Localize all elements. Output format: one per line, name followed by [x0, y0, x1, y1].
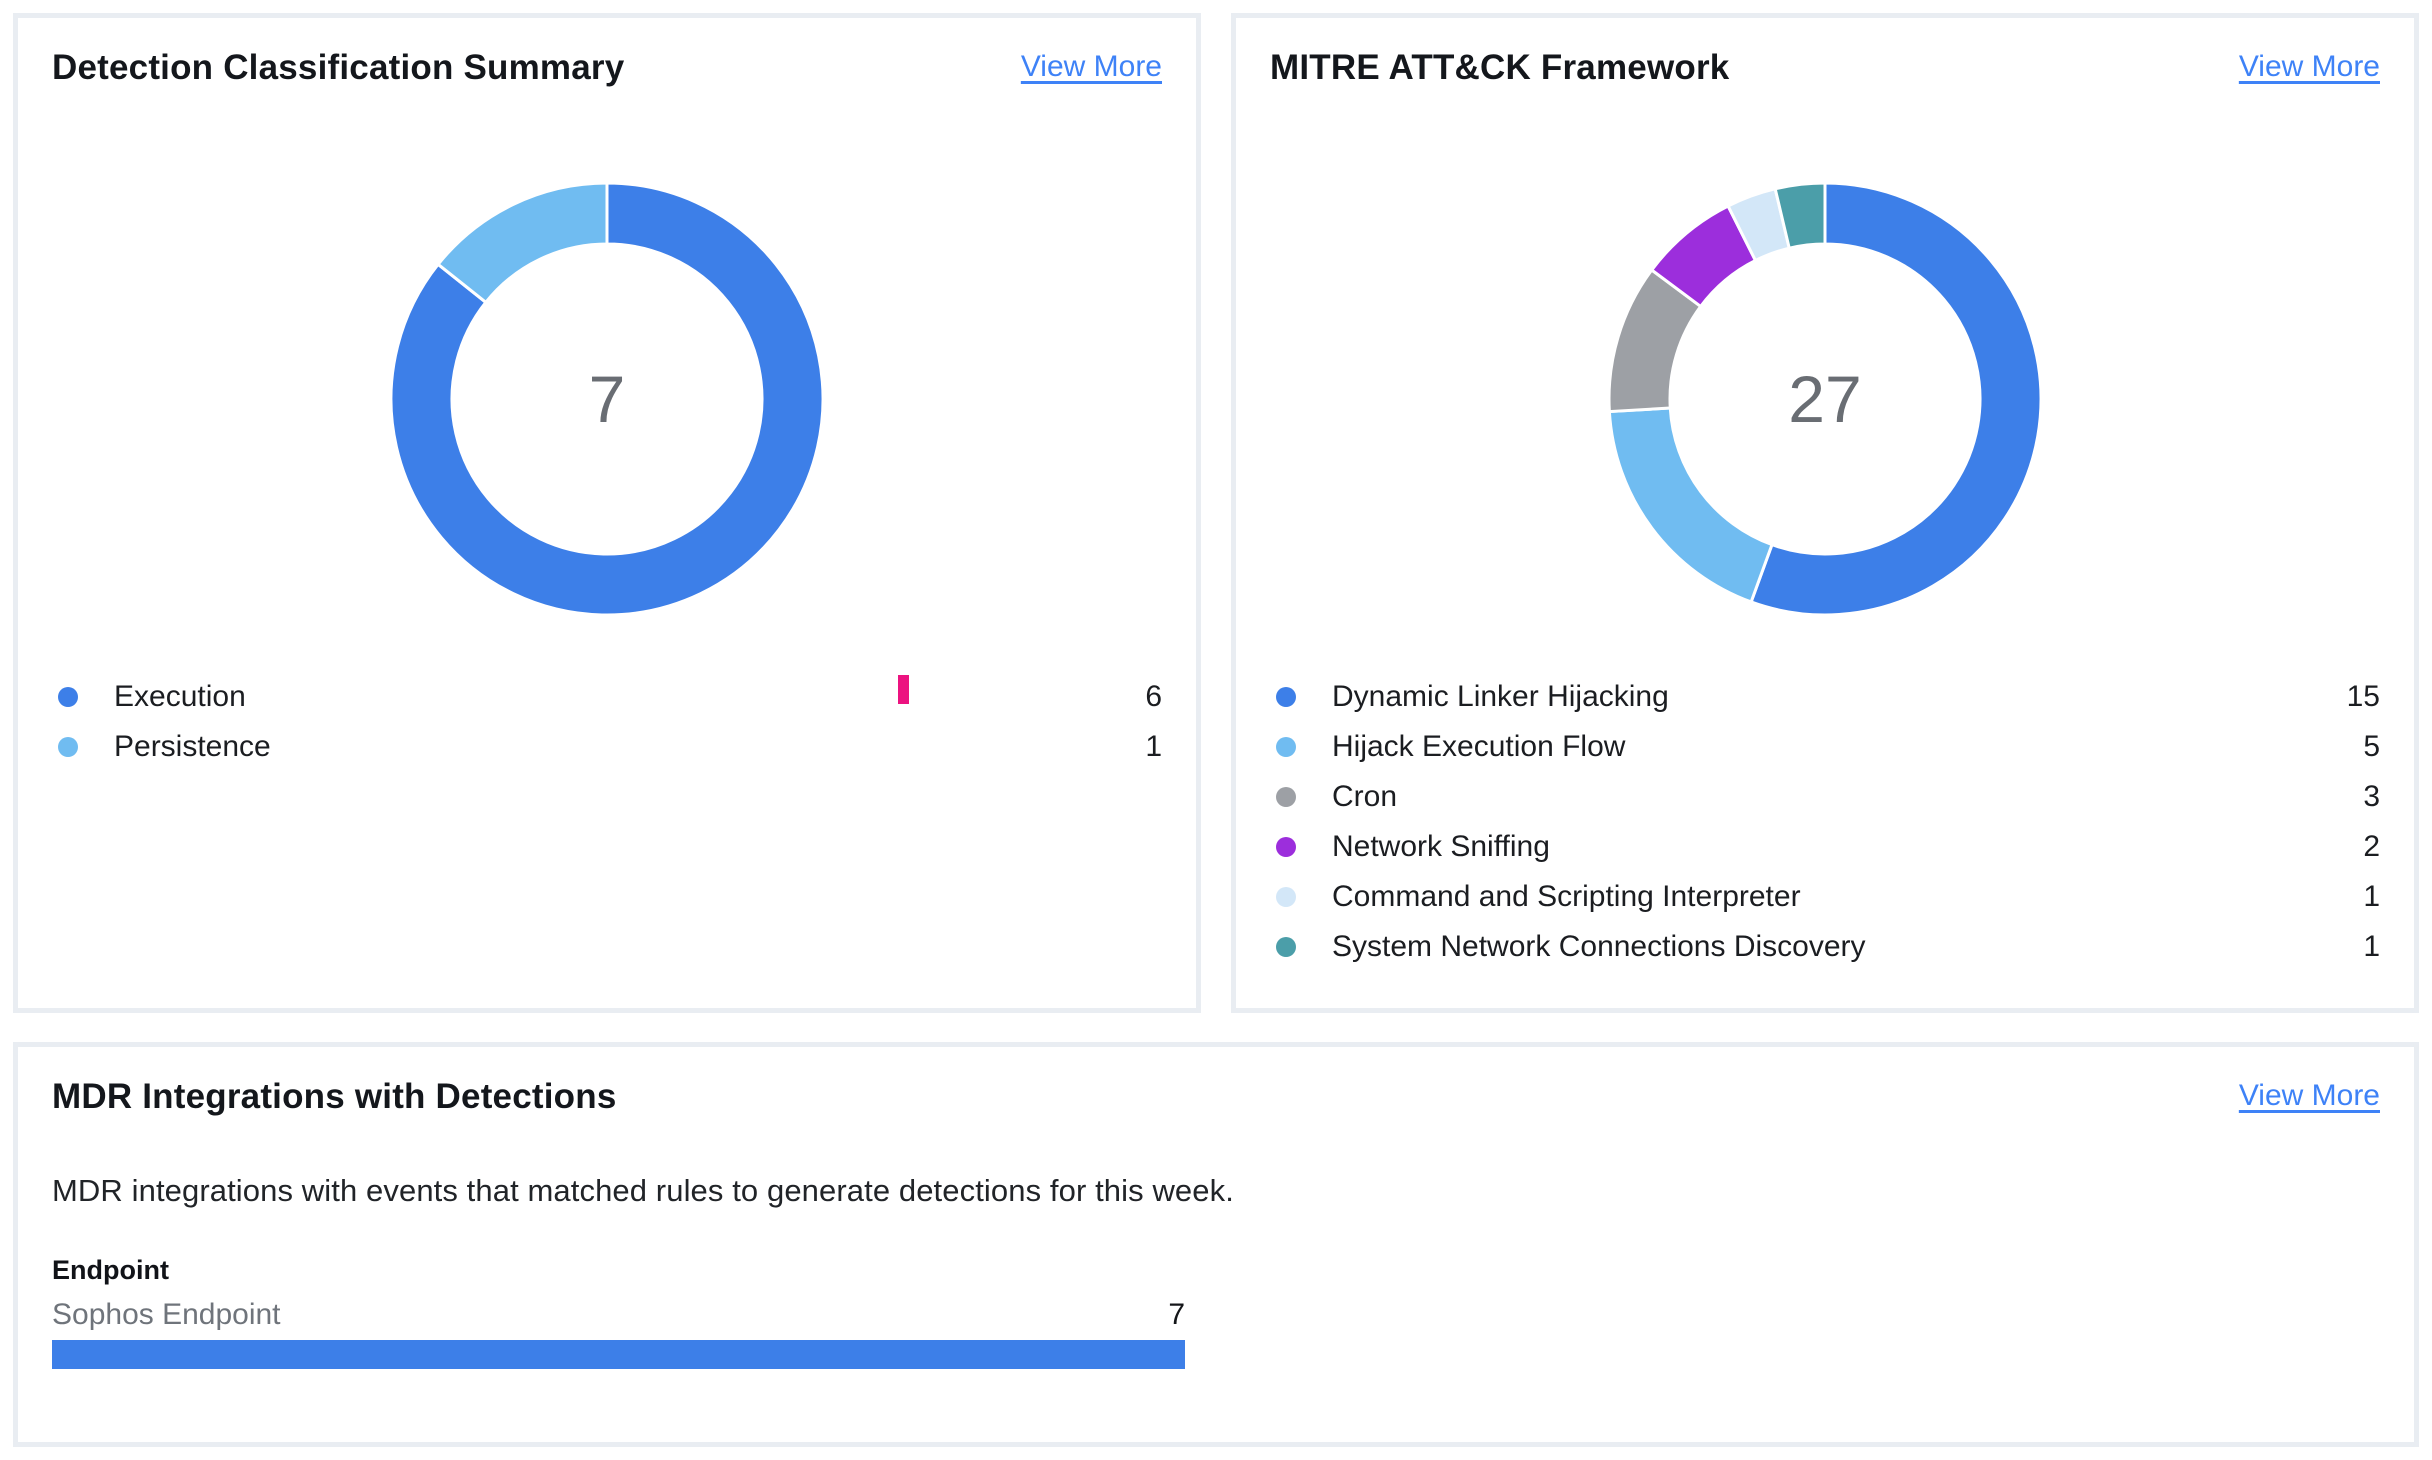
- legend-dot: [58, 737, 78, 757]
- card-mdr-integrations: MDR Integrations with Detections View Mo…: [13, 1042, 2419, 1447]
- bar-fill-sophos-endpoint[interactable]: [52, 1340, 1185, 1369]
- mitre-donut-chart: 27: [1606, 180, 2044, 618]
- legend-dot: [1276, 887, 1296, 907]
- pink-cursor-marker: [898, 675, 909, 704]
- top-card-row: Detection Classification Summary View Mo…: [13, 13, 2419, 1013]
- integrations-view-more-link[interactable]: View More: [2238, 1079, 2380, 1112]
- legend-item-network-sniffing: Network Sniffing 2: [1270, 822, 2380, 872]
- legend-label: System Network Connections Discovery: [1332, 930, 1866, 963]
- legend-value: 2: [2363, 830, 2380, 863]
- integrations-description: MDR integrations with events that matche…: [52, 1173, 1234, 1208]
- legend-label: Dynamic Linker Hijacking: [1332, 680, 1669, 713]
- detection-classification-donut-chart: 7: [388, 180, 826, 618]
- legend-item-persistence: Persistence 1: [52, 722, 1162, 772]
- bar-category-label: Sophos Endpoint: [52, 1298, 281, 1331]
- mitre-view-more-link[interactable]: View More: [2238, 50, 2380, 83]
- donut-segment-hijack-execution-flow[interactable]: [1607, 406, 1774, 604]
- mitre-legend: Dynamic Linker Hijacking 15 Hijack Executi…: [1270, 672, 2380, 972]
- legend-dot: [1276, 787, 1296, 807]
- legend-item-dynamic-linker-hijacking: Dynamic Linker Hijacking 15: [1270, 672, 2380, 722]
- legend-value: 5: [2363, 730, 2380, 763]
- legend-item-execution: Execution 6: [52, 672, 1162, 722]
- integrations-title: MDR Integrations with Detections: [52, 1077, 617, 1116]
- bar-value: 7: [1168, 1298, 1185, 1331]
- legend-dot: [1276, 937, 1296, 957]
- legend-item-hijack-execution-flow: Hijack Execution Flow 5: [1270, 722, 2380, 772]
- legend-label: Execution: [114, 680, 246, 713]
- card-mitre-attck-framework: MITRE ATT&CK Framework View More 27 Dyna…: [1231, 13, 2419, 1013]
- donut-segment-dynamic-linker-hijacking[interactable]: [1749, 181, 2043, 617]
- legend-value: 1: [2363, 930, 2380, 963]
- donut-segment-persistence[interactable]: [436, 181, 609, 305]
- legend-label: Command and Scripting Interpreter: [1332, 880, 1801, 913]
- detection-summary-view-more-link[interactable]: View More: [1020, 50, 1162, 83]
- legend-value: 3: [2363, 780, 2380, 813]
- card-header: MITRE ATT&CK Framework View More: [1270, 48, 2380, 88]
- bar-track: [52, 1340, 1185, 1369]
- integration-group-label: Endpoint: [52, 1255, 169, 1285]
- legend-label: Hijack Execution Flow: [1332, 730, 1626, 763]
- card-header: MDR Integrations with Detections View Mo…: [52, 1077, 2380, 1117]
- legend-dot: [1276, 837, 1296, 857]
- legend-value: 1: [1145, 730, 1162, 763]
- card-header: Detection Classification Summary View Mo…: [52, 48, 1162, 88]
- bar-row-sophos-endpoint: Sophos Endpoint 7: [52, 1298, 1185, 1332]
- legend-value: 6: [1145, 680, 1162, 713]
- donut-segment-system-network-connections-discovery[interactable]: [1773, 181, 1827, 250]
- legend-item-command-and-scripting-interpreter: Command and Scripting Interpreter 1: [1270, 872, 2380, 922]
- detection-summary-title: Detection Classification Summary: [52, 48, 625, 87]
- card-detection-classification-summary: Detection Classification Summary View Mo…: [13, 13, 1201, 1013]
- legend-dot: [1276, 687, 1296, 707]
- donut-segment-execution[interactable]: [389, 181, 825, 617]
- legend-value: 15: [2346, 680, 2380, 713]
- legend-item-system-network-connections-discovery: System Network Connections Discovery 1: [1270, 922, 2380, 972]
- legend-dot: [1276, 737, 1296, 757]
- legend-label: Cron: [1332, 780, 1398, 813]
- legend-dot: [58, 687, 78, 707]
- legend-item-cron: Cron 3: [1270, 772, 2380, 822]
- legend-label: Persistence: [114, 730, 271, 763]
- legend-label: Network Sniffing: [1332, 830, 1550, 863]
- donut-ring: [1606, 180, 2044, 618]
- donut-ring: [388, 180, 826, 618]
- detection-classification-legend: Execution 6 Persistence 1: [52, 672, 1162, 772]
- integrations-bar-chart: Sophos Endpoint 7: [52, 1298, 1185, 1369]
- mitre-title: MITRE ATT&CK Framework: [1270, 48, 1730, 87]
- legend-value: 1: [2363, 880, 2380, 913]
